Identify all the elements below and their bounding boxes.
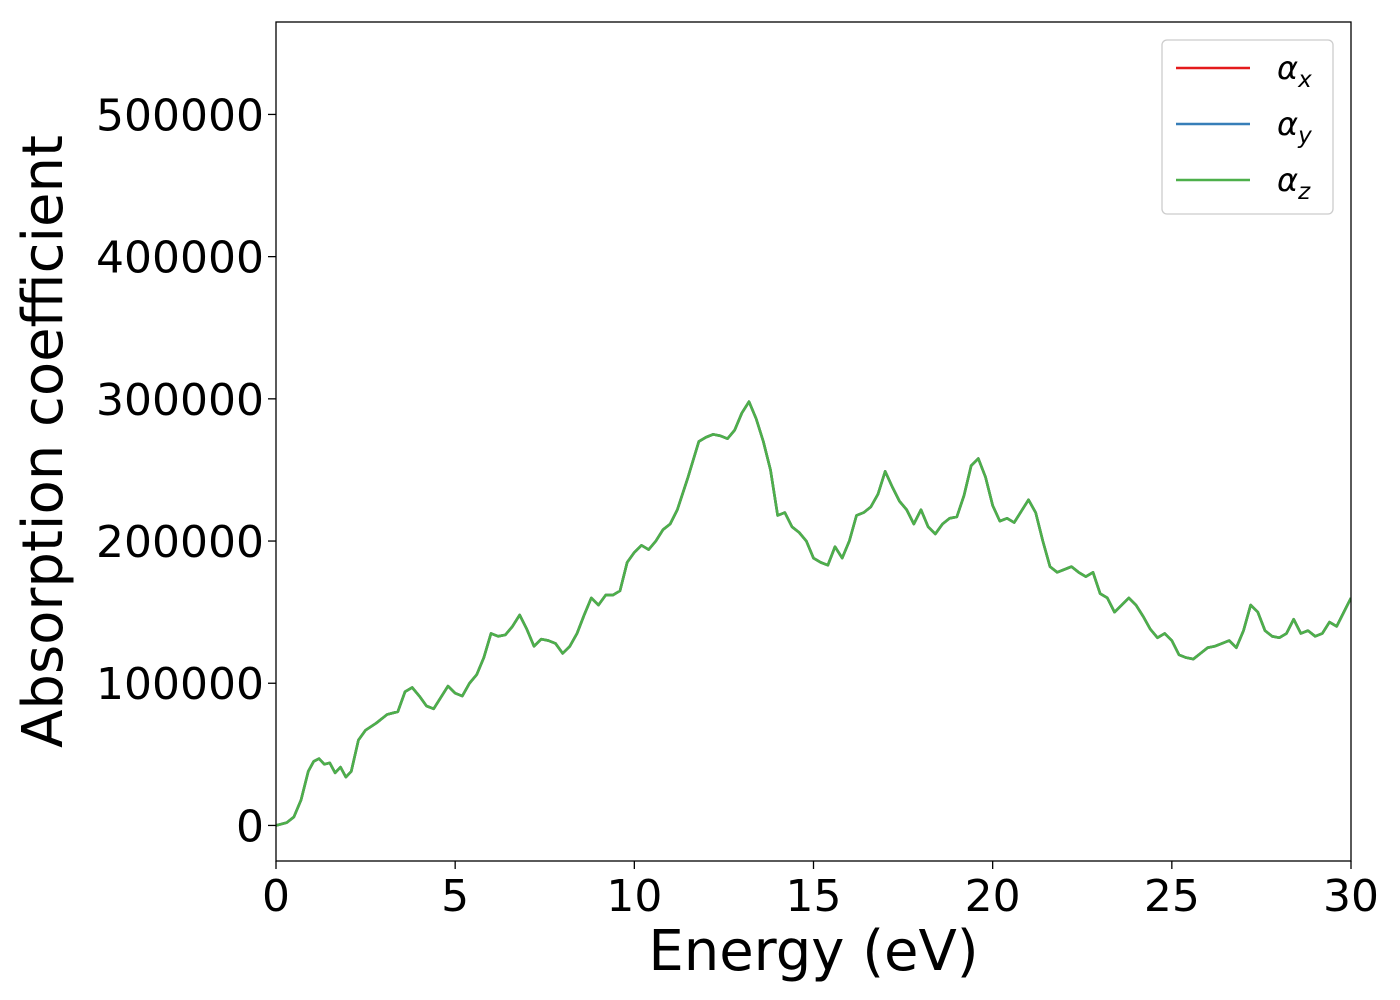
y-tick-label: 100000 [96, 659, 264, 710]
axes-frame [275, 21, 1352, 862]
x-tick-label: 30 [1323, 871, 1379, 922]
legend-box [1161, 39, 1334, 215]
x-tick-label: 0 [262, 871, 290, 922]
y-tick-label: 200000 [96, 517, 264, 568]
series-line-z [276, 400, 1351, 827]
legend-label-z: αz [1277, 161, 1311, 205]
y-tick-label: 0 [236, 801, 264, 852]
y-axis-label: Absorption coefficient [11, 135, 76, 748]
x-tick-label: 15 [786, 871, 842, 922]
y-tick-label: 400000 [96, 233, 264, 284]
legend: αx αy αz [1161, 39, 1334, 215]
legend-label-y: αy [1277, 105, 1312, 149]
axis-ticks: 0 5 10 15 20 25 30 0 100000 200000 300000 400000 500… [96, 90, 1379, 922]
x-tick-label: 20 [965, 871, 1021, 922]
x-tick-label: 5 [441, 871, 469, 922]
x-tick-label: 25 [1144, 871, 1200, 922]
legend-label-x: αx [1277, 49, 1312, 93]
y-tick-label: 500000 [96, 90, 264, 141]
x-tick-label: 10 [606, 871, 662, 922]
plot-area [276, 400, 1351, 827]
y-tick-label: 300000 [96, 375, 264, 426]
x-axis-label: Energy (eV) [648, 919, 978, 984]
